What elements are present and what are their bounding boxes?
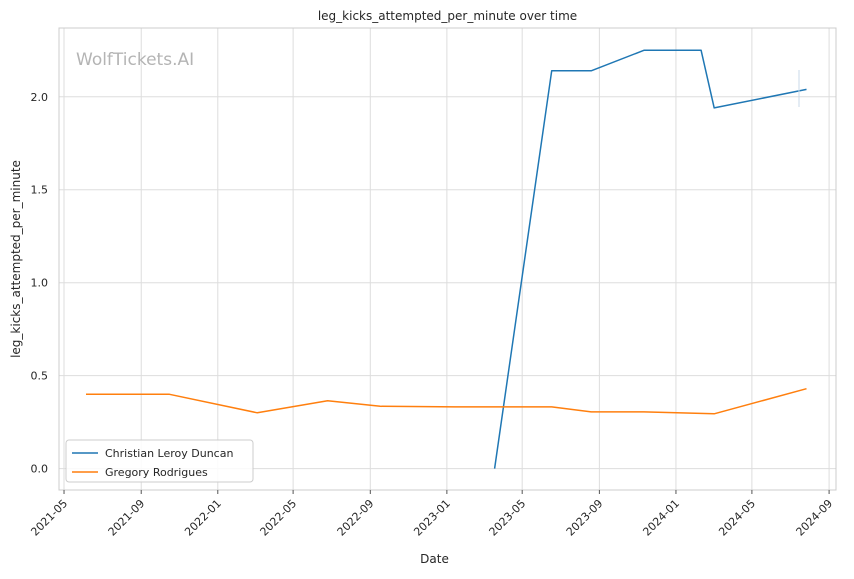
series-line-christian-leroy-duncan xyxy=(493,49,807,469)
legend-label: Christian Leroy Duncan xyxy=(105,447,233,460)
legend-label: Gregory Rodrigues xyxy=(105,466,208,479)
y-tick-labels: 0.0 0.5 1.0 1.5 2.0 xyxy=(31,91,49,476)
series-lines xyxy=(86,49,807,469)
y-tick-label: 2.0 xyxy=(31,91,49,104)
series-line-gregory-rodrigues xyxy=(86,387,807,415)
y-axis-label: leg_kicks_attempted_per_minute xyxy=(9,160,23,358)
watermark: WolfTickets.AI xyxy=(76,50,194,70)
y-tick-label: 0.0 xyxy=(31,463,49,476)
legend-box xyxy=(65,439,254,483)
x-axis-label: Date xyxy=(420,552,449,566)
y-tick-label: 1.0 xyxy=(31,277,49,290)
y-tick-label: 1.5 xyxy=(31,184,49,197)
plot-frame xyxy=(58,27,837,491)
chart-title: leg_kicks_attempted_per_minute over time xyxy=(318,9,577,23)
legend: Christian Leroy Duncan Gregory Rodrigues xyxy=(65,439,254,483)
y-tick-label: 0.5 xyxy=(31,370,49,383)
